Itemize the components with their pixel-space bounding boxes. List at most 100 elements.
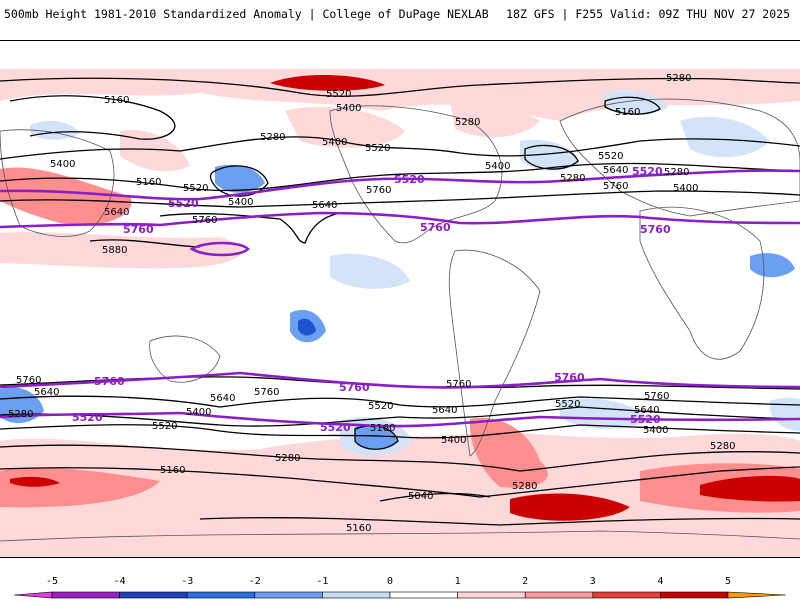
colorbar-segment [51, 591, 120, 599]
colorbar-segment [457, 591, 526, 599]
label-5160-greenland: 5160 [615, 107, 640, 118]
neg-anomaly-south-east [770, 397, 800, 431]
label-5280-south-mid: 5280 [275, 453, 300, 464]
label-5400-south-pacific: 5400 [441, 435, 466, 446]
label-5400-asia: 5400 [228, 197, 253, 208]
colorbar-tick-label: -4 [114, 576, 126, 587]
neg-anomaly-africa-east [750, 253, 795, 278]
colorbar-segment [322, 591, 391, 599]
purple-label-5520-south-west: 5520 [72, 411, 103, 424]
label-5400-europe: 5400 [673, 183, 698, 194]
label-5760-pacific: 5760 [192, 215, 217, 226]
label-5520-south-aus: 5520 [152, 421, 177, 432]
contour-5640-south [0, 395, 800, 408]
label-5160-top-left: 5160 [104, 95, 129, 106]
label-5280-pacific: 5280 [260, 132, 285, 143]
anomaly-shading [0, 69, 800, 557]
label-5040-south: 5040 [408, 491, 433, 502]
label-5520-south-atlantic: 5520 [555, 399, 580, 410]
label-5280-south-indian: 5280 [710, 441, 735, 452]
purple-contour-labels: 5520 5520 5520 5760 5760 5760 5760 5760 … [72, 165, 671, 434]
pos-anomaly-south-dark-west [10, 476, 60, 487]
purple-label-5760-south-west: 5760 [94, 375, 125, 388]
contour-5400-south [0, 424, 800, 439]
label-5280-top-right: 5280 [666, 73, 691, 84]
colorbar-tick-label: -3 [181, 576, 193, 587]
colorbar-tick-label: 1 [455, 576, 461, 587]
label-5760-south-atlantic: 5760 [446, 379, 471, 390]
purple-label-5520-south-pacific: 5520 [320, 421, 351, 434]
map-title: 500mb Height 1981-2010 Standardized Anom… [4, 7, 489, 21]
contour-5160-greenland [604, 96, 661, 115]
colorbar-segment [13, 591, 53, 599]
pos-anomaly-asia-east [120, 130, 190, 172]
label-5880-asia: 5880 [102, 245, 127, 256]
purple-label-5760-north-atlantic: 5760 [420, 221, 451, 234]
colorbar-segments [13, 591, 787, 599]
contour-5760-north [159, 212, 341, 244]
colorbar-segment [727, 591, 787, 599]
label-5760-south-west: 5760 [16, 375, 41, 386]
contour-5160-atlantic-low [524, 144, 579, 170]
label-5400-south-indian: 5400 [643, 425, 668, 436]
label-5400-west: 5400 [50, 159, 75, 170]
colorbar-tick-label: -1 [316, 576, 328, 587]
colorbar-svg: -5 -4 -3 -2 -1 0 1 2 3 4 5 [13, 576, 787, 599]
pos-anomaly-south-dark-indian [700, 475, 800, 502]
neg-anomaly-europe [680, 116, 770, 158]
colorbar-tick-label: 4 [657, 576, 663, 587]
colorbar-ticks: -5 -4 -3 -2 -1 0 1 2 3 4 5 [46, 576, 731, 587]
label-5640-asia: 5640 [104, 207, 129, 218]
colorbar-segment [254, 591, 323, 599]
label-5400-atlantic: 5400 [485, 161, 510, 172]
label-5280-south-atlantic: 5280 [512, 481, 537, 492]
colorbar-segment [119, 591, 188, 599]
pos-anomaly-atlantic-lobe [450, 99, 540, 138]
label-5520-europe: 5520 [598, 151, 623, 162]
label-5640-south-west: 5640 [34, 387, 59, 398]
label-5640-europe: 5640 [603, 165, 628, 176]
neg-anomaly-tropical-pacific-core [298, 318, 316, 336]
purple-5520-north [0, 169, 800, 201]
map-panel: 5520 5400 5160 5280 5160 5280 5400 5520 … [0, 40, 800, 558]
label-5280-europe: 5280 [664, 167, 689, 178]
neg-anomaly-south-pacific-mid [355, 424, 398, 450]
label-5640-pacific: 5640 [312, 200, 337, 211]
colorbar-tick-label: -5 [46, 576, 58, 587]
neg-anomaly-atlantic-low [520, 139, 580, 171]
label-5160-south-mid: 5160 [160, 465, 185, 476]
contour-5160-asia-low [209, 165, 269, 197]
pos-anomaly-west-pacific [0, 167, 132, 226]
purple-label-5520-north-pacific: 5520 [168, 197, 199, 210]
purple-label-5760-north-africa: 5760 [640, 223, 671, 236]
south-america-outline [448, 249, 541, 457]
contour-antarctic-bottom [199, 517, 800, 526]
asia-west-outline [0, 129, 115, 237]
colorbar-segment [524, 591, 594, 599]
label-5520-pacific: 5520 [365, 143, 390, 154]
africa-outline [639, 206, 765, 360]
antarctica-outline [0, 530, 800, 542]
purple-label-5760-north-pacific: 5760 [123, 223, 154, 236]
height-contours [0, 77, 800, 526]
pos-anomaly-tropics-west [0, 232, 242, 269]
label-5280-atlantic-low: 5280 [560, 173, 585, 184]
colorbar-tick-label: 0 [387, 576, 393, 587]
pos-anomaly-south-band [0, 431, 800, 557]
label-5760-america: 5760 [366, 185, 391, 196]
label-5400-south-aus: 5400 [186, 407, 211, 418]
pos-anomaly-south-dark-atlantic [510, 493, 630, 521]
label-5160-west: 5160 [136, 177, 161, 188]
neg-anomaly-greenland [605, 90, 668, 114]
purple-label-5520-south-indian: 5520 [630, 413, 661, 426]
title-bar: 500mb Height 1981-2010 Standardized Anom… [0, 0, 800, 30]
contour-5400-north [0, 136, 800, 160]
neg-anomaly-central-tropics [330, 253, 410, 289]
contour-5880-north [89, 239, 201, 248]
purple-label-5520-north-america: 5520 [394, 173, 425, 186]
label-5400-top: 5400 [336, 103, 361, 114]
eurasia-outline [559, 98, 800, 217]
colorbar-segment [592, 591, 661, 599]
neg-anomaly-asia-low [215, 164, 265, 193]
colorbar-segment [186, 591, 256, 599]
